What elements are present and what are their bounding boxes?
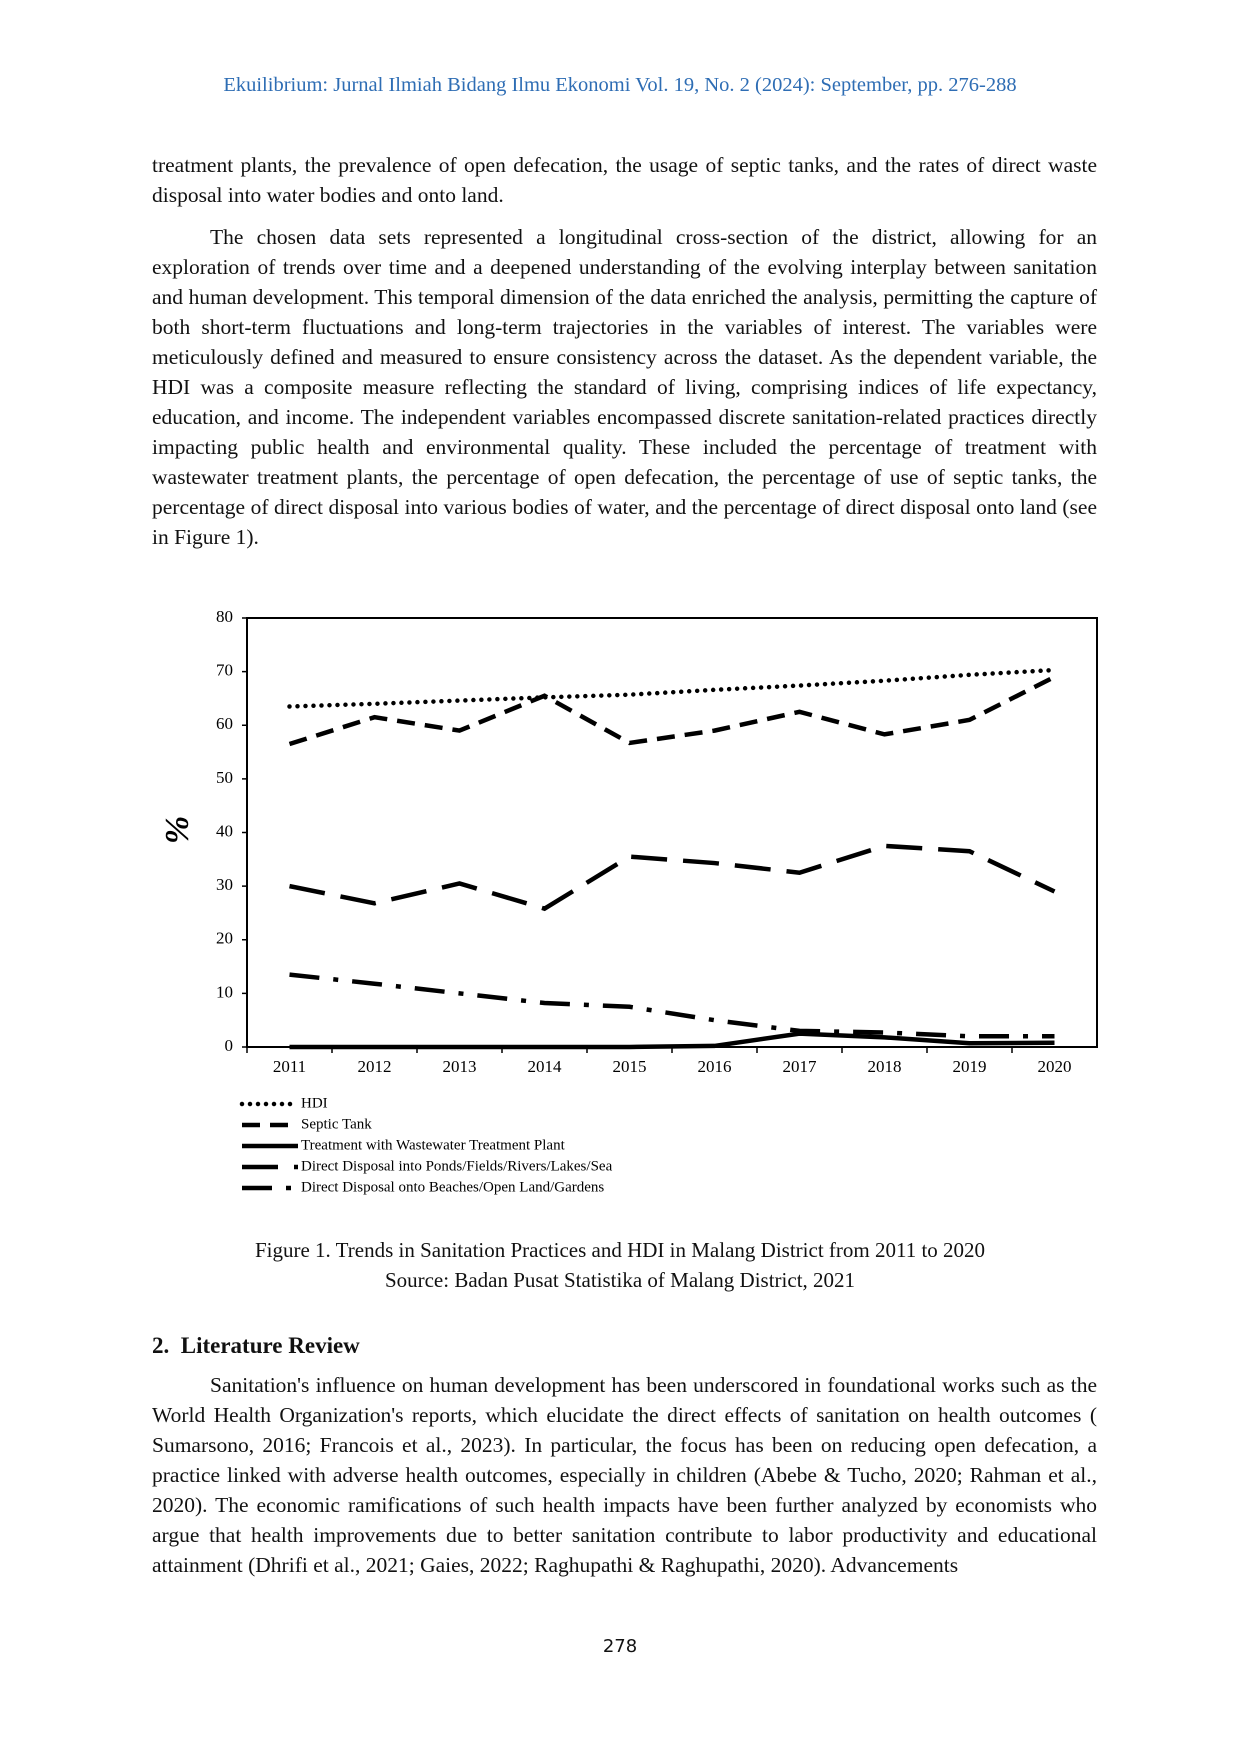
- y-tick-label: 50: [216, 768, 233, 787]
- legend-label: Septic Tank: [301, 1116, 372, 1132]
- legend-label: Treatment with Wastewater Treatment Plan…: [301, 1137, 566, 1153]
- section-heading: 2. Literature Review: [152, 1333, 360, 1358]
- y-tick-label: 0: [225, 1036, 234, 1055]
- y-tick-label: 40: [216, 821, 233, 840]
- caption-source: Source: Badan Pusat Statistika of Malang…: [384, 1268, 856, 1292]
- y-tick-label: 80: [216, 607, 233, 626]
- data-line: [288, 674, 1056, 747]
- x-tick-label: 2011: [273, 1057, 306, 1076]
- legend-label: Direct Disposal into Ponds/Fields/Rivers…: [301, 1158, 613, 1174]
- chart: % 0 10 20 30 40 50 60 70 80 2011 2012 2013 2014 2015 2…: [159, 607, 1098, 1195]
- x-tick-label: 2012: [358, 1057, 392, 1076]
- page-number: 278: [602, 1636, 638, 1657]
- legend-label: HDI: [301, 1095, 328, 1111]
- x-tick-label: 2019: [953, 1057, 987, 1076]
- paragraph: treatment plants, the prevalence of open…: [152, 153, 1097, 207]
- x-tick-label: 2020: [1038, 1057, 1072, 1076]
- data-line: [289, 1031, 1055, 1050]
- x-tick-label: 2018: [868, 1057, 902, 1076]
- y-tick-label: 70: [216, 661, 233, 680]
- data-line: [289, 972, 1055, 1039]
- x-tick-label: 2016: [698, 1057, 732, 1076]
- paragraph: Sanitation's influence on human developm…: [152, 1373, 1097, 1577]
- y-tick-label: 10: [216, 982, 233, 1001]
- y-axis-label: %: [159, 816, 196, 844]
- y-tick-label: 20: [216, 929, 233, 948]
- y-tick-label: 60: [216, 714, 233, 733]
- x-tick-label: 2013: [443, 1057, 477, 1076]
- caption: Figure 1. Trends in Sanitation Practices…: [254, 1238, 986, 1262]
- running-header: Ekuilibrium: Jurnal Ilmiah Bidang Ilmu E…: [223, 74, 1017, 96]
- x-tick-label: 2015: [613, 1057, 647, 1076]
- x-tick-label: 2017: [783, 1057, 818, 1076]
- legend-label: Direct Disposal onto Beaches/Open Land/G…: [301, 1179, 604, 1195]
- paragraph: The chosen data sets represented a longi…: [152, 225, 1097, 549]
- data-line: [289, 843, 1056, 912]
- figure-caption: Figure 1. Trends in Sanitation Practices…: [0, 1235, 1240, 1295]
- y-tick-label: 30: [216, 875, 233, 894]
- x-tick-label: 2014: [528, 1057, 563, 1076]
- data-line: [287, 667, 1057, 709]
